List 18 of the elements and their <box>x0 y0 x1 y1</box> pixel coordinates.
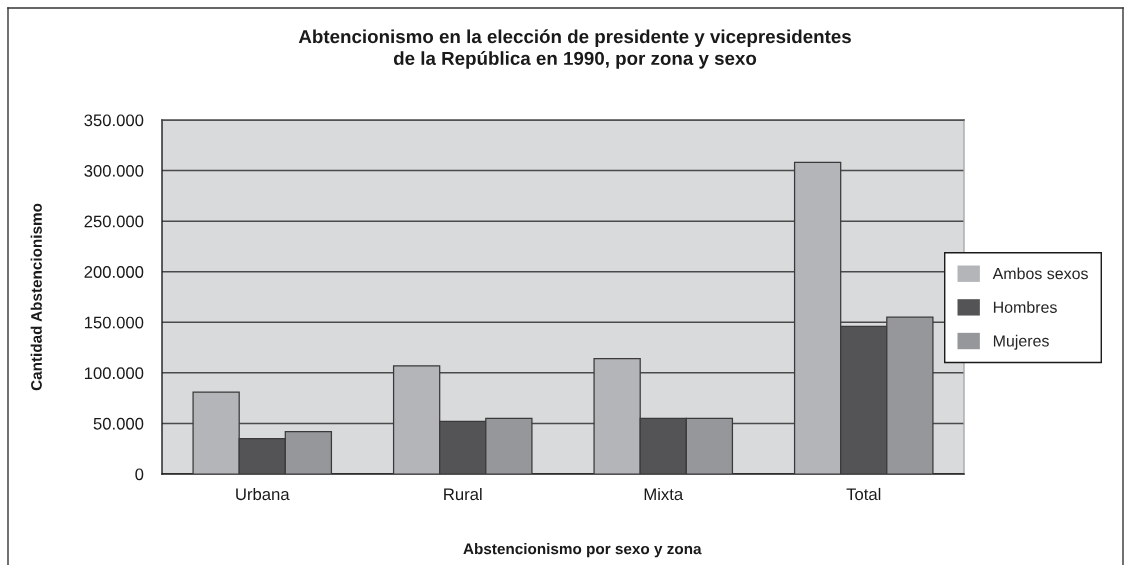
x-tick-label: Total <box>846 487 881 501</box>
x-tick-label: Mixta <box>644 487 684 501</box>
x-tick-label: Rural <box>444 487 482 501</box>
x-tick-label: Urbana <box>236 487 290 501</box>
y-tick-label: 100.000 <box>84 367 144 380</box>
y-tick-label: 50.000 <box>93 417 144 430</box>
y-tick-label: 0 <box>135 468 144 481</box>
y-tick-label: 300.000 <box>84 164 144 177</box>
y-tick-label: 350.000 <box>84 114 144 127</box>
x-axis-title: Abstencionismo por sexo y zona <box>463 543 702 558</box>
y-tick-label: 150.000 <box>84 316 144 329</box>
y-tick-label: 200.000 <box>84 266 144 278</box>
legend-label: Ambos sexos <box>992 267 1088 280</box>
chart-title: Abtencionismo en la elección de presidente y vicepresidentes de la República en 1990, por zona y sexo <box>298 29 851 69</box>
y-tick-label: 250.000 <box>84 215 144 228</box>
legend-label: Mujeres <box>993 334 1049 350</box>
y-axis-title: Cantidad Abstencionismo <box>30 203 42 391</box>
legend-label: Hombres <box>993 301 1057 313</box>
